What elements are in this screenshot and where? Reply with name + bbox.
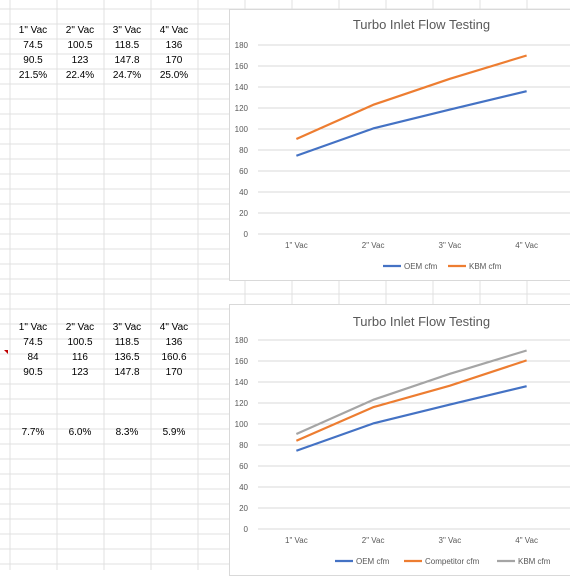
x-tick-label: 4" Vac (515, 241, 538, 250)
y-tick-label: 80 (239, 146, 248, 155)
legend-entry: OEM cfm (356, 557, 390, 566)
legend-entry: Competitor cfm (425, 557, 480, 566)
table2-cell[interactable]: 147.8 (114, 367, 140, 378)
chart-2[interactable]: Turbo Inlet Flow Testing 0 20 40 60 80 100 120 1… (229, 304, 570, 576)
legend-entry: KBM cfm (518, 557, 551, 566)
table1-cell[interactable]: 170 (165, 55, 183, 66)
y-tick-label: 40 (239, 188, 248, 197)
x-tick-label: 2" Vac (362, 536, 385, 545)
x-tick-label: 1" Vac (285, 241, 308, 250)
chart-1-plot: Turbo Inlet Flow Testing 0 20 40 60 80 100 120 1… (235, 17, 570, 271)
chart-title: Turbo Inlet Flow Testing (353, 17, 490, 32)
table2-cell[interactable]: 160.6 (161, 352, 187, 363)
y-tick-label: 100 (235, 125, 249, 134)
table2-header-4[interactable]: 4" Vac (159, 322, 189, 333)
table1-cell[interactable]: 147.8 (114, 55, 140, 66)
y-tick-label: 0 (244, 525, 249, 534)
y-tick-label: 20 (239, 504, 248, 513)
y-tick-label: 120 (235, 399, 249, 408)
table1-cell[interactable]: 25.0% (159, 70, 189, 81)
table1-cell[interactable]: 136 (165, 40, 183, 51)
y-tick-label: 180 (235, 41, 249, 50)
series-line (295, 349, 527, 435)
table1-cell[interactable]: 100.5 (67, 40, 93, 51)
table2-cell[interactable]: 136 (165, 337, 183, 348)
table1-cell[interactable]: 24.7% (112, 70, 142, 81)
table2-cell[interactable]: 100.5 (67, 337, 93, 348)
x-tick-label: 2" Vac (362, 241, 385, 250)
table2-percent-cell[interactable]: 7.7% (21, 427, 45, 438)
table2-cell[interactable]: 136.5 (114, 352, 140, 363)
table1-header-2[interactable]: 2" Vac (65, 25, 95, 36)
y-tick-label: 100 (235, 420, 249, 429)
y-tick-label: 140 (235, 378, 249, 387)
y-tick-label: 120 (235, 104, 249, 113)
table1-cell[interactable]: 21.5% (18, 70, 48, 81)
y-tick-label: 0 (244, 230, 249, 239)
series-line (295, 359, 527, 442)
table2-percent-cell[interactable]: 5.9% (162, 427, 186, 438)
table2-percent-cell[interactable]: 6.0% (68, 427, 92, 438)
table2-percent-cell[interactable]: 8.3% (115, 427, 139, 438)
table2-header-3[interactable]: 3" Vac (112, 322, 142, 333)
y-tick-label: 160 (235, 357, 249, 366)
legend-entry: OEM cfm (404, 262, 438, 271)
table2-header-2[interactable]: 2" Vac (65, 322, 95, 333)
table2-cell[interactable]: 118.5 (114, 337, 140, 348)
y-tick-label: 80 (239, 441, 248, 450)
table1-cell[interactable]: 118.5 (114, 40, 140, 51)
table2-cell[interactable]: 90.5 (23, 367, 43, 378)
y-tick-label: 40 (239, 483, 248, 492)
x-tick-label: 1" Vac (285, 536, 308, 545)
table1-header-1[interactable]: 1" Vac (18, 25, 48, 36)
y-tick-label: 60 (239, 462, 248, 471)
table2-header-1[interactable]: 1" Vac (18, 322, 48, 333)
y-tick-label: 140 (235, 83, 249, 92)
y-tick-label: 60 (239, 167, 248, 176)
comment-indicator[interactable] (4, 350, 8, 354)
table2-cell[interactable]: 170 (165, 367, 183, 378)
chart-1[interactable]: Turbo Inlet Flow Testing 0 20 40 60 80 100 120 1… (229, 9, 570, 281)
x-tick-label: 4" Vac (515, 536, 538, 545)
table2-cell[interactable]: 123 (71, 367, 89, 378)
table1-cell[interactable]: 90.5 (23, 55, 43, 66)
y-tick-label: 180 (235, 336, 249, 345)
series-line (296, 90, 527, 157)
x-tick-label: 3" Vac (439, 536, 462, 545)
table2-cell[interactable]: 84 (27, 352, 39, 363)
y-tick-label: 20 (239, 209, 248, 218)
table2-cell[interactable]: 74.5 (23, 337, 43, 348)
table1-header-4[interactable]: 4" Vac (159, 25, 189, 36)
x-tick-label: 3" Vac (439, 241, 462, 250)
chart-title: Turbo Inlet Flow Testing (353, 314, 490, 329)
y-tick-label: 160 (235, 62, 249, 71)
table1-cell[interactable]: 22.4% (65, 70, 95, 81)
series-line (296, 385, 527, 452)
table1-cell[interactable]: 123 (71, 55, 89, 66)
legend-entry: KBM cfm (469, 262, 502, 271)
table2-cell[interactable]: 116 (72, 352, 88, 363)
chart-2-plot: Turbo Inlet Flow Testing 0 20 40 60 80 100 120 1… (235, 314, 570, 566)
table1-cell[interactable]: 74.5 (23, 40, 43, 51)
table1-header-3[interactable]: 3" Vac (112, 25, 142, 36)
series-line (295, 54, 527, 140)
